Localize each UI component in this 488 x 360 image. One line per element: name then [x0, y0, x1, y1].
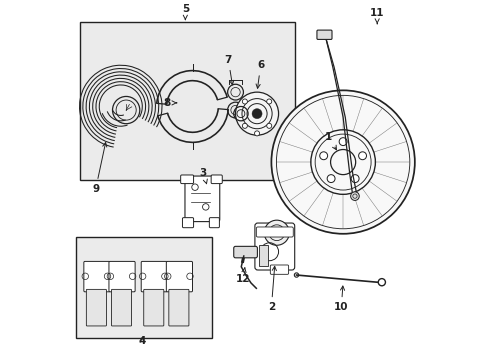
Text: 10: 10 [333, 286, 348, 312]
Circle shape [264, 220, 289, 245]
Bar [76, 237, 212, 338]
Text: 7: 7 [224, 55, 233, 85]
Circle shape [235, 92, 278, 135]
Circle shape [350, 175, 358, 183]
Text: 11: 11 [369, 8, 384, 24]
FancyBboxPatch shape [233, 246, 257, 258]
Text: 5: 5 [182, 4, 188, 19]
FancyBboxPatch shape [141, 261, 167, 292]
FancyBboxPatch shape [316, 30, 331, 40]
Text: 4: 4 [138, 336, 146, 346]
FancyBboxPatch shape [182, 218, 193, 228]
FancyBboxPatch shape [168, 289, 188, 326]
Circle shape [242, 123, 247, 128]
FancyBboxPatch shape [254, 223, 294, 270]
Circle shape [251, 109, 262, 119]
FancyBboxPatch shape [166, 261, 192, 292]
Circle shape [271, 90, 414, 234]
FancyBboxPatch shape [209, 218, 219, 228]
Text: 6: 6 [256, 60, 264, 88]
Text: 9: 9 [92, 143, 106, 194]
Text: 1: 1 [325, 132, 336, 150]
Circle shape [339, 138, 346, 145]
Text: 12: 12 [235, 268, 249, 284]
Text: 8: 8 [163, 98, 176, 108]
FancyBboxPatch shape [256, 227, 293, 237]
FancyBboxPatch shape [86, 289, 106, 326]
Circle shape [266, 99, 271, 104]
Text: 2: 2 [267, 266, 276, 312]
Text: 3: 3 [199, 168, 207, 184]
Bar [80, 22, 294, 180]
FancyBboxPatch shape [109, 261, 135, 292]
Circle shape [358, 152, 366, 160]
FancyBboxPatch shape [83, 261, 110, 292]
Circle shape [350, 192, 359, 201]
FancyBboxPatch shape [211, 175, 222, 184]
Circle shape [326, 175, 334, 183]
FancyBboxPatch shape [143, 289, 163, 326]
Circle shape [242, 99, 247, 104]
FancyBboxPatch shape [111, 289, 131, 326]
FancyBboxPatch shape [180, 175, 193, 184]
Circle shape [319, 152, 327, 160]
Circle shape [266, 123, 271, 128]
FancyBboxPatch shape [270, 265, 288, 274]
Circle shape [254, 131, 259, 136]
Bar [258, 244, 267, 266]
FancyBboxPatch shape [184, 176, 219, 222]
